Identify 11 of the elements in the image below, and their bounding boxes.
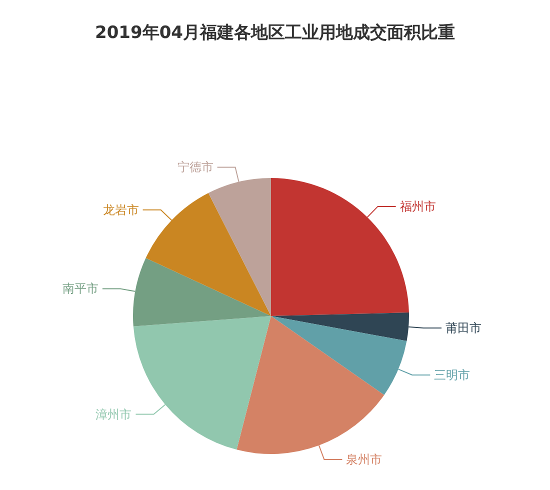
slice-label: 泉州市: [346, 452, 382, 466]
slice-label: 南平市: [62, 282, 98, 296]
pie-slice: [146, 193, 271, 316]
slice-label: 龙岩市: [102, 202, 139, 217]
slice-label: 漳州市: [96, 407, 132, 422]
slice-label: 莆田市: [446, 321, 482, 336]
slice-label: 宁德市: [177, 160, 214, 174]
chart-title: 2019年04月福建各地区工业用地成交面积比重: [95, 23, 455, 43]
slice-label: 福州市: [400, 199, 436, 214]
slice-label: 三明市: [434, 368, 470, 382]
pie-slice: [133, 316, 271, 450]
